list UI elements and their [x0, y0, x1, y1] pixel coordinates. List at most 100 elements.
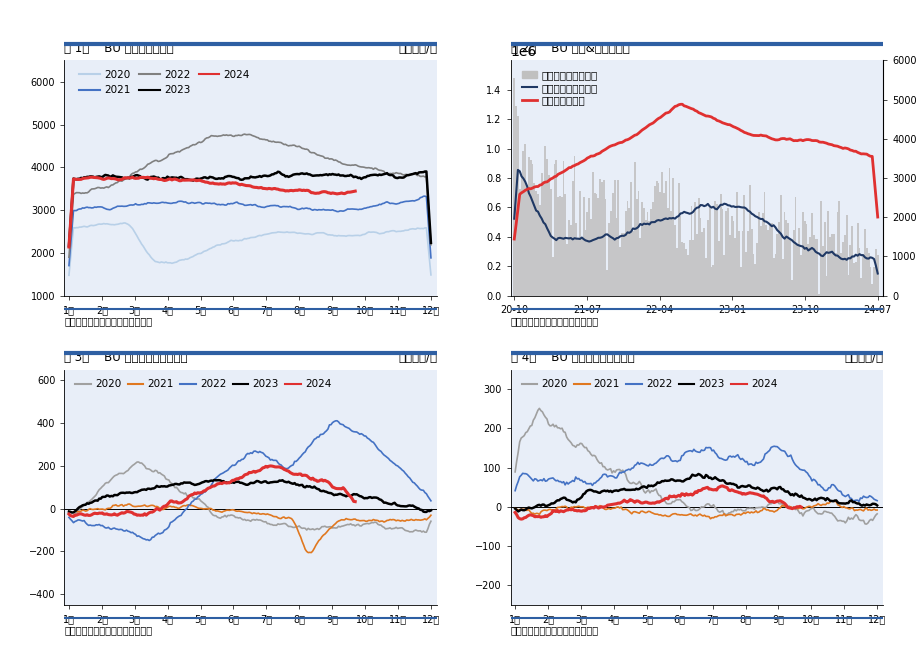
Bar — [741, 230, 743, 296]
Bar — [553, 164, 555, 296]
Bar — [843, 235, 845, 296]
Bar — [617, 180, 618, 296]
Bar — [602, 179, 604, 296]
Bar — [555, 161, 557, 296]
Bar — [874, 249, 876, 296]
Bar — [685, 249, 686, 296]
Bar — [659, 192, 661, 296]
Bar — [670, 210, 672, 296]
Bar — [529, 161, 531, 296]
Text: 图 2：    BU 成交&持仓量情况: 图 2： BU 成交&持仓量情况 — [510, 42, 629, 55]
Bar — [816, 239, 818, 296]
Bar — [607, 223, 609, 296]
Bar — [655, 181, 657, 296]
Bar — [759, 226, 761, 296]
Bar — [783, 212, 785, 296]
Bar — [834, 253, 835, 296]
Bar — [674, 225, 675, 296]
Bar — [615, 218, 617, 296]
Bar — [600, 182, 602, 296]
Bar — [733, 238, 735, 296]
Bar — [801, 212, 803, 296]
Bar — [811, 214, 812, 296]
Bar — [750, 229, 752, 296]
Bar — [624, 211, 626, 296]
Bar — [828, 237, 830, 296]
Bar — [706, 220, 708, 296]
Bar — [803, 221, 805, 296]
Bar — [867, 253, 868, 296]
Bar — [613, 179, 615, 296]
Bar — [709, 267, 711, 296]
Bar — [595, 194, 596, 296]
Bar — [524, 144, 526, 296]
Bar — [582, 197, 584, 296]
Bar — [546, 159, 548, 296]
Bar — [557, 197, 559, 296]
Bar — [839, 253, 841, 296]
Bar — [818, 294, 820, 296]
Bar — [739, 267, 741, 296]
Bar — [652, 202, 653, 296]
Bar — [781, 259, 783, 296]
Bar — [789, 239, 790, 296]
Bar — [570, 225, 572, 296]
Bar — [648, 220, 650, 296]
Bar — [715, 204, 717, 296]
Bar — [776, 234, 777, 296]
Bar — [650, 209, 652, 296]
Bar — [566, 244, 568, 296]
Bar — [792, 230, 794, 296]
Bar — [846, 275, 848, 296]
Bar — [800, 255, 801, 296]
Bar — [722, 255, 724, 296]
Bar — [730, 216, 732, 296]
Bar — [604, 199, 606, 296]
Legend: 成交量（左轴，手）, 持仓量（左轴，手）, 沥青主力收盘价: 成交量（左轴，手）, 持仓量（左轴，手）, 沥青主力收盘价 — [519, 68, 599, 108]
Bar — [765, 225, 766, 296]
Bar — [821, 246, 823, 296]
Bar — [746, 231, 748, 296]
Bar — [584, 230, 585, 296]
Bar — [711, 265, 713, 296]
Bar — [757, 212, 759, 296]
Bar — [551, 257, 553, 296]
Bar — [850, 226, 852, 296]
Bar — [661, 173, 663, 296]
Bar — [735, 192, 737, 296]
Bar — [578, 192, 580, 296]
Bar — [562, 161, 564, 296]
Text: 数据来源：钢联、海通期货研究所: 数据来源：钢联、海通期货研究所 — [64, 625, 153, 635]
Bar — [728, 235, 730, 296]
Bar — [748, 185, 750, 296]
Bar — [668, 168, 670, 296]
Bar — [561, 197, 562, 296]
Bar — [535, 191, 537, 296]
Bar — [630, 181, 631, 296]
Bar — [573, 156, 574, 296]
Bar — [865, 247, 867, 296]
Bar — [809, 237, 811, 296]
Bar — [533, 183, 535, 296]
Bar — [726, 208, 728, 296]
Bar — [720, 209, 722, 296]
Bar — [774, 254, 776, 296]
Bar — [526, 188, 528, 296]
Bar — [531, 163, 533, 296]
Bar — [672, 177, 674, 296]
Bar — [637, 191, 639, 296]
Bar — [628, 208, 630, 296]
Bar — [823, 222, 824, 296]
Bar — [696, 234, 697, 296]
Bar — [845, 214, 846, 296]
Bar — [737, 231, 739, 296]
Bar — [768, 225, 770, 296]
Bar — [713, 200, 715, 296]
Bar — [790, 280, 792, 296]
Bar — [755, 243, 757, 296]
Bar — [537, 194, 539, 296]
Bar — [677, 183, 679, 296]
Bar — [641, 202, 642, 296]
Bar — [580, 238, 582, 296]
Bar — [642, 208, 644, 296]
